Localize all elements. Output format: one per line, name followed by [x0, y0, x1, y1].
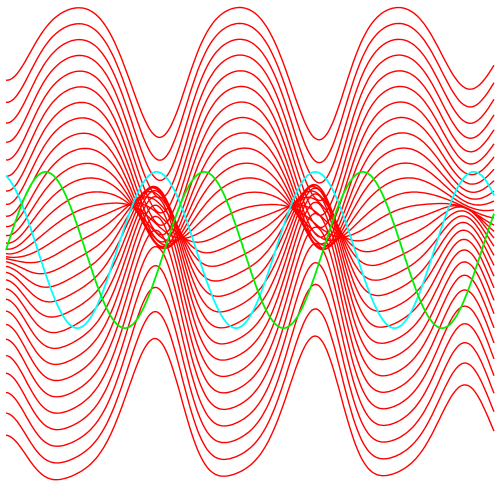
green-sine-wave	[5, 170, 495, 330]
field-line	[5, 202, 495, 255]
field-line	[5, 54, 495, 202]
field-line	[5, 38, 495, 184]
field-line	[5, 85, 495, 229]
field-line	[6, 116, 495, 245]
field-line	[5, 212, 495, 382]
field-line	[5, 242, 495, 414]
field-line	[6, 6, 495, 141]
field-line	[5, 101, 495, 238]
cyan-sine-wave	[5, 170, 495, 330]
waves-group	[5, 170, 495, 330]
field-lines-group	[5, 6, 495, 481]
field-line	[5, 201, 495, 366]
field-line	[5, 184, 495, 318]
field-line	[6, 132, 495, 249]
field-line	[5, 193, 495, 350]
field-line	[5, 308, 495, 464]
field-line	[5, 191, 495, 250]
field-line	[6, 147, 495, 251]
field-line	[6, 22, 495, 164]
field-line	[6, 70, 495, 217]
field-line	[5, 177, 495, 247]
field-line	[5, 202, 495, 259]
field-line	[5, 196, 495, 264]
field-line	[5, 261, 495, 431]
field-line	[5, 335, 495, 481]
field-line	[5, 190, 495, 275]
field-line	[5, 283, 495, 447]
field-line	[5, 226, 495, 398]
field-line	[5, 162, 495, 250]
